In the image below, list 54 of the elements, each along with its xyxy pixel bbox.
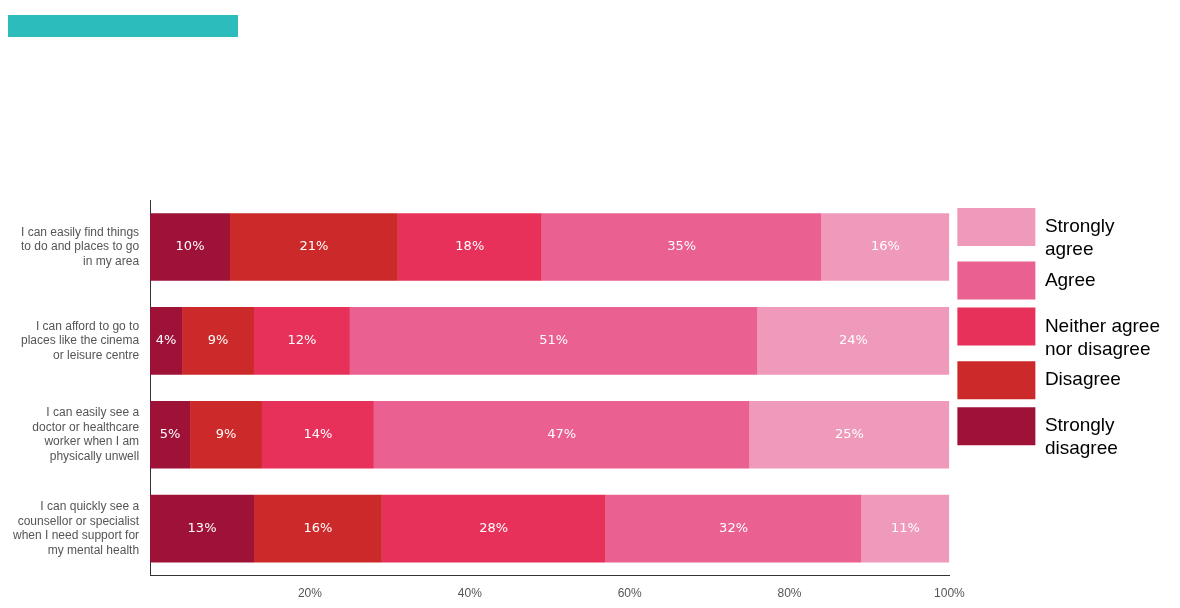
x-tick-label: 80%	[777, 586, 802, 601]
bar	[861, 494, 950, 563]
data-label: 16%	[303, 520, 333, 536]
x-tick-label: 20%	[297, 586, 323, 601]
bar	[757, 307, 950, 375]
bar	[373, 400, 750, 469]
data-label: 10%	[175, 238, 205, 254]
bar	[150, 494, 254, 563]
bar	[150, 213, 231, 281]
data-label: 24%	[839, 332, 868, 348]
data-label: 13%	[187, 520, 217, 536]
y-tick-label: I can quickly see a counsellor or specialist when I need support for my mental health	[11, 499, 140, 557]
bar	[253, 307, 350, 375]
bar	[261, 400, 374, 469]
bar	[381, 494, 606, 563]
data-label: 14%	[303, 426, 333, 442]
bar	[541, 213, 822, 281]
x-tick-label: 60%	[617, 586, 642, 601]
data-label: 5%	[159, 426, 181, 442]
bar	[749, 400, 950, 469]
bar	[190, 400, 262, 469]
x-tick-label: 100%	[934, 586, 966, 601]
bar	[182, 307, 254, 375]
legend-label: Strongly disagree	[1044, 414, 1118, 459]
bar	[150, 307, 183, 375]
y-tick-label: I can easily see a doctor or healthcare worker when I am physically unwell	[32, 405, 140, 463]
bar	[397, 213, 542, 281]
data-label: 47%	[547, 426, 577, 442]
bar	[605, 494, 862, 563]
bar	[349, 307, 758, 375]
data-label: 4%	[155, 332, 177, 348]
bar	[253, 494, 382, 563]
bar	[150, 400, 191, 469]
legend-label: Agree	[1044, 268, 1096, 290]
data-label: 32%	[719, 520, 749, 536]
data-label: 28%	[479, 520, 509, 536]
data-label: 25%	[835, 426, 864, 442]
data-label: 16%	[870, 238, 900, 254]
bar	[230, 213, 398, 281]
data-label: 51%	[539, 332, 569, 348]
data-label: 11%	[890, 520, 920, 536]
legend-label: Disagree	[1044, 368, 1121, 390]
data-label: 9%	[207, 332, 229, 348]
data-label: 12%	[287, 332, 317, 348]
x-tick-label: 40%	[457, 586, 483, 601]
bar	[821, 213, 950, 281]
data-label: 9%	[215, 426, 237, 442]
data-label: 18%	[455, 238, 485, 254]
data-label: 35%	[667, 238, 697, 254]
legend-label: Neither agree nor disagree	[1044, 314, 1160, 359]
y-tick-label: I can easily find things to do and places to go in my area	[20, 224, 140, 268]
legend-label: Strongly agree	[1044, 215, 1116, 260]
data-label: 21%	[299, 238, 329, 254]
y-tick-label: I can afford to go to places like the cinema or leisure centre	[21, 318, 140, 362]
